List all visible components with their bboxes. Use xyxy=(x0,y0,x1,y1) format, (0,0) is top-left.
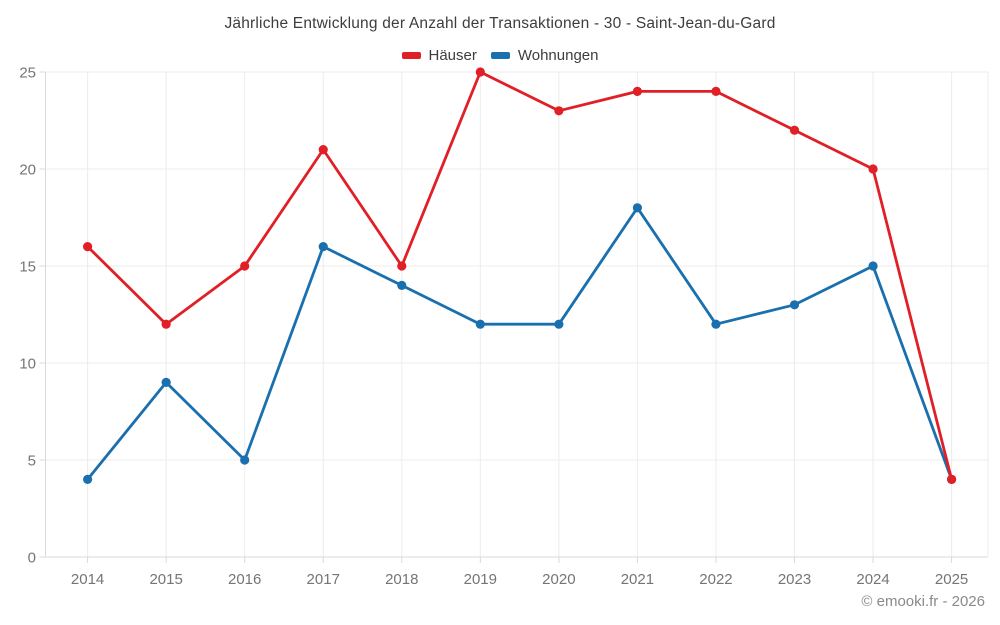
x-tick-label: 2015 xyxy=(149,571,182,588)
data-point[interactable] xyxy=(789,125,800,135)
x-tick-label: 2018 xyxy=(385,571,418,588)
y-tick-label: 20 xyxy=(19,162,36,179)
legend-label-wohnungen: Wohnungen xyxy=(517,47,599,64)
data-point[interactable] xyxy=(161,319,171,329)
y-tick-label: 5 xyxy=(28,453,36,470)
data-point[interactable] xyxy=(711,319,721,329)
data-point[interactable] xyxy=(868,261,878,271)
data-point[interactable] xyxy=(711,86,721,96)
legend-item-wohnungen[interactable]: Wohnungen xyxy=(490,47,599,64)
chart-title: Jährliche Entwicklung der Anzahl der Tra… xyxy=(224,15,776,32)
data-point[interactable] xyxy=(240,261,250,271)
data-point[interactable] xyxy=(475,319,485,329)
data-point[interactable] xyxy=(632,86,643,96)
y-tick-label: 25 xyxy=(19,65,36,82)
data-point[interactable] xyxy=(632,203,643,213)
data-point[interactable] xyxy=(318,145,328,155)
legend-chip-wohnungen xyxy=(490,52,510,59)
x-tick-label: 2021 xyxy=(621,571,654,588)
data-point[interactable] xyxy=(397,280,407,290)
x-tick-label: 2017 xyxy=(307,571,340,588)
x-tick-label: 2024 xyxy=(856,571,889,588)
data-point[interactable] xyxy=(240,455,250,465)
data-point[interactable] xyxy=(554,106,564,116)
legend-label-haeuser: Häuser xyxy=(428,47,477,64)
data-point[interactable] xyxy=(397,261,407,271)
x-tick-label: 2025 xyxy=(935,571,968,588)
series-line-wohnungen xyxy=(86,206,953,481)
copyright-footer: © emooki.fr - 2026 xyxy=(861,593,985,610)
x-tick-label: 2023 xyxy=(778,571,811,588)
y-tick-label: 10 xyxy=(19,356,36,373)
x-tick-label: 2016 xyxy=(228,571,261,588)
data-point[interactable] xyxy=(554,319,564,329)
legend-item-haeuser[interactable]: Häuser xyxy=(401,47,477,64)
x-tick-label: 2020 xyxy=(542,571,575,588)
data-point[interactable] xyxy=(83,242,93,252)
data-point[interactable] xyxy=(161,377,171,387)
series-line-haeuser xyxy=(86,70,953,481)
legend-chip-haeuser xyxy=(401,52,421,59)
data-point[interactable] xyxy=(475,67,485,77)
x-tick-label: 2022 xyxy=(699,571,732,588)
x-tick-label: 2014 xyxy=(71,571,104,588)
chart-legend: Häuser Wohnungen xyxy=(0,47,1000,64)
data-point[interactable] xyxy=(789,300,800,310)
data-point[interactable] xyxy=(83,474,93,484)
data-point[interactable] xyxy=(318,242,328,252)
x-tick-label: 2019 xyxy=(464,571,497,588)
data-point[interactable] xyxy=(868,164,878,174)
y-tick-label: 15 xyxy=(19,259,36,276)
data-point[interactable] xyxy=(947,474,957,484)
y-tick-label: 0 xyxy=(28,550,36,567)
